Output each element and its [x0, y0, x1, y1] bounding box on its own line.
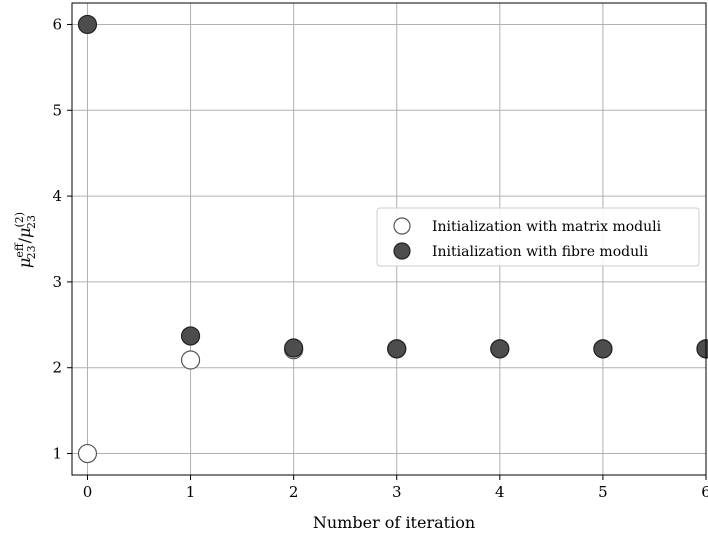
legend-marker-matrix — [393, 217, 411, 235]
series-1 — [77, 14, 708, 359]
ticks: 0 1 2 3 4 5 6 1 2 3 4 5 6 — [52, 15, 708, 501]
x-tick-label: 5 — [598, 483, 608, 501]
y-tick-label: 6 — [52, 15, 62, 33]
y-tick-label: 1 — [52, 445, 62, 463]
x-tick-label: 6 — [701, 483, 708, 501]
data-point — [490, 339, 510, 359]
legend-label-matrix: Initialization with matrix moduli — [432, 219, 662, 235]
y-label-base2: μ — [15, 228, 34, 238]
y-tick-label: 2 — [52, 359, 62, 377]
y-axis-label: μeff23/μ(2)23 — [13, 212, 38, 268]
legend-box — [376, 207, 700, 267]
x-tick-label: 0 — [83, 483, 93, 501]
x-tick-label: 4 — [495, 483, 505, 501]
y-tick-label: 4 — [52, 187, 62, 205]
x-axis-label: Number of iteration — [313, 513, 475, 532]
data-point — [77, 14, 98, 35]
data-points — [77, 14, 708, 464]
legend-marker-fibre — [393, 242, 411, 260]
x-tick-label: 2 — [289, 483, 299, 501]
data-point — [180, 326, 201, 346]
legend-label-fibre: Initialization with fibre moduli — [432, 244, 649, 260]
y-label-base1: μ — [15, 258, 34, 268]
data-point — [593, 339, 613, 359]
data-point — [284, 338, 304, 358]
series-0 — [77, 339, 708, 464]
data-point — [387, 339, 407, 359]
y-label-sup1: eff — [13, 242, 26, 258]
legend: Initialization with matrix moduli Initia… — [376, 207, 700, 267]
data-point — [77, 443, 98, 464]
y-tick-label: 3 — [52, 273, 62, 291]
plot-frame — [71, 2, 707, 476]
x-tick-label: 3 — [392, 483, 402, 501]
x-tick-label: 1 — [186, 483, 196, 501]
y-label-slash: / — [15, 237, 34, 243]
y-label-sup2: (2) — [13, 212, 26, 228]
y-tick-label: 5 — [52, 101, 62, 119]
y-label-sub2: 23 — [25, 215, 38, 229]
svg-text:μeff23/μ(2)23: μeff23/μ(2)23 — [13, 212, 38, 268]
y-label-sub1: 23 — [25, 245, 38, 259]
data-point — [180, 350, 201, 370]
